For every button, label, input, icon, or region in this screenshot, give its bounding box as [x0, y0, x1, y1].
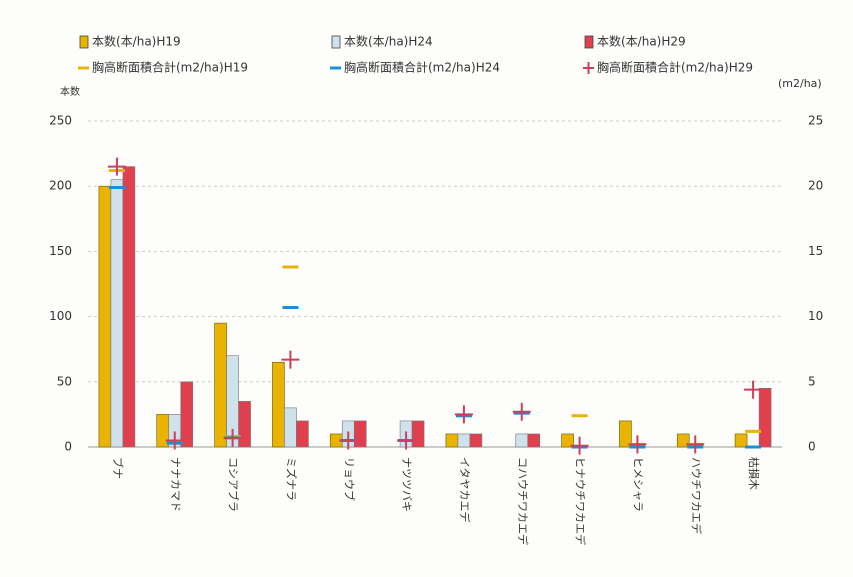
legend-label: 本数(本/ha)H29 [597, 34, 686, 49]
y-tick-label: 0 [64, 440, 72, 454]
x-tick-label: リョウブ [342, 457, 356, 501]
y2-tick-label: 0 [808, 440, 816, 454]
x-tick-label: ミズナラ [284, 457, 298, 501]
bar [353, 420, 367, 448]
y-tick-label: 50 [57, 374, 72, 388]
bar [110, 179, 124, 448]
bar [122, 166, 136, 448]
marker-plus [512, 402, 531, 421]
x-tick-label: ブナ [111, 457, 125, 479]
bar [98, 185, 112, 448]
marker-plus [223, 428, 242, 447]
legend-label: 胸高断面積合計(m2/ha)H19 [92, 60, 248, 75]
legend-label: 本数(本/ha)H24 [344, 34, 433, 49]
bar [527, 433, 541, 448]
bar [272, 361, 285, 448]
y-tick-label: 150 [49, 244, 72, 258]
legend-label: 胸高断面積合計(m2/ha)H29 [597, 60, 753, 75]
bar [180, 381, 194, 448]
legend-label: 胸高断面積合計(m2/ha)H24 [344, 60, 500, 75]
bar [561, 433, 574, 448]
marker-plus [744, 380, 763, 399]
bar [238, 401, 251, 448]
y2-tick-label: 20 [808, 179, 823, 193]
bar [284, 407, 297, 448]
legend-label: 本数(本/ha)H19 [92, 34, 181, 49]
y2-tick-label: 15 [808, 244, 823, 258]
marker-plus [165, 431, 184, 450]
marker-plus [454, 405, 473, 424]
marker-plus [339, 431, 358, 450]
marker-plus [281, 350, 300, 369]
x-tick-label: ナツツバキ [400, 457, 413, 512]
y-tick-label: 100 [49, 309, 72, 323]
bar [515, 433, 529, 448]
x-tick-label: コシアブラ [227, 457, 241, 512]
marker-plus [107, 157, 126, 176]
bar [758, 388, 772, 448]
x-tick-label: イタヤカエデ [458, 457, 472, 523]
bar [445, 433, 459, 448]
x-tick-label: ナナカマド [169, 457, 182, 512]
bar [214, 322, 227, 448]
marker-plus [628, 435, 647, 454]
x-tick-label: ヒメシャラ [631, 457, 644, 512]
x-tick-label: ヒナウチワカエデ [574, 457, 588, 545]
x-tick-label: ハウチワカエデ [689, 457, 703, 534]
x-tick-label: 枯損木 [747, 457, 761, 490]
x-tick-label: コハウチワカエデ [516, 457, 530, 545]
y2-tick-label: 10 [808, 309, 823, 323]
bar [457, 433, 471, 448]
marker-plus [686, 435, 705, 454]
y-tick-label: 200 [49, 179, 72, 193]
legend-swatch [584, 35, 594, 49]
bar [296, 420, 309, 448]
y2-tick-label: 25 [808, 114, 823, 128]
legend-swatch [79, 35, 89, 49]
bar [734, 433, 748, 448]
bar [619, 420, 632, 448]
y2-tick-label: 5 [808, 374, 816, 388]
y2-axis-label: (m2/ha) [778, 77, 822, 90]
bar [411, 420, 425, 448]
bar [469, 433, 483, 448]
y-tick-label: 250 [49, 114, 72, 128]
marker-plus [570, 436, 589, 455]
marker-plus [397, 431, 416, 450]
legend-swatch [331, 35, 341, 49]
y-axis-label: 本数 [60, 85, 80, 98]
